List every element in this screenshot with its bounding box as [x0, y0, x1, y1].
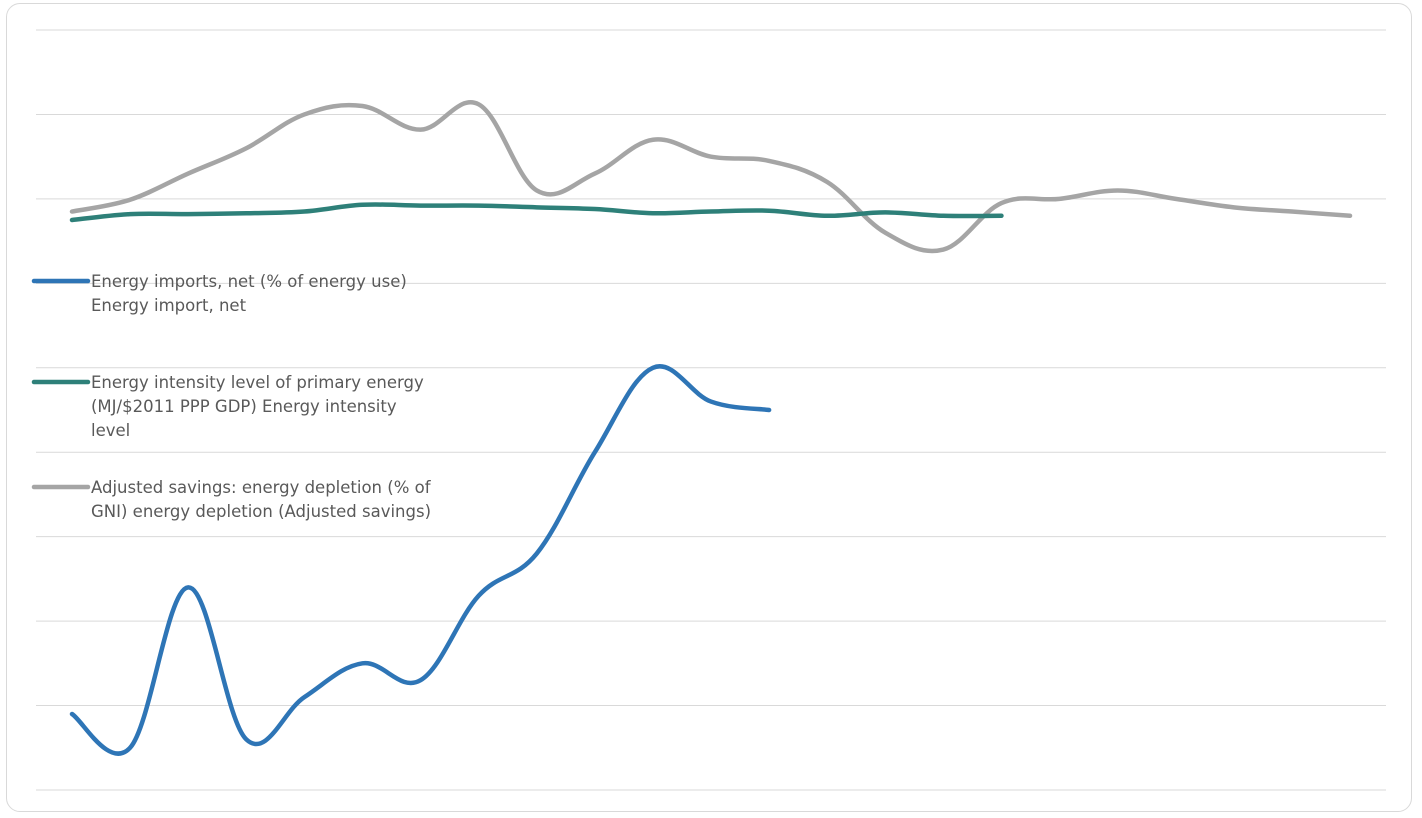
legend: Energy imports, net (% of energy use) Ene… [31, 272, 432, 521]
legend-label: Energy import, net [91, 296, 247, 315]
legend-label: Energy imports, net (% of energy use) [91, 272, 407, 291]
legend-label: (MJ/$2011 PPP GDP) Energy intensity [91, 397, 397, 416]
series-line-1 [69, 364, 772, 756]
chart-frame [6, 3, 1412, 812]
legend-label: GNI) energy depletion (Adjusted savings) [91, 502, 431, 521]
gridlines [36, 29, 1386, 791]
legend-label: Adjusted savings: energy depletion (% of [91, 478, 432, 497]
legend-label: level [91, 421, 130, 440]
series-line-2 [69, 202, 1004, 223]
legend-label: Energy intensity level of primary energy [91, 373, 424, 392]
series-lines [69, 100, 1353, 756]
series-line-3 [69, 100, 1353, 254]
